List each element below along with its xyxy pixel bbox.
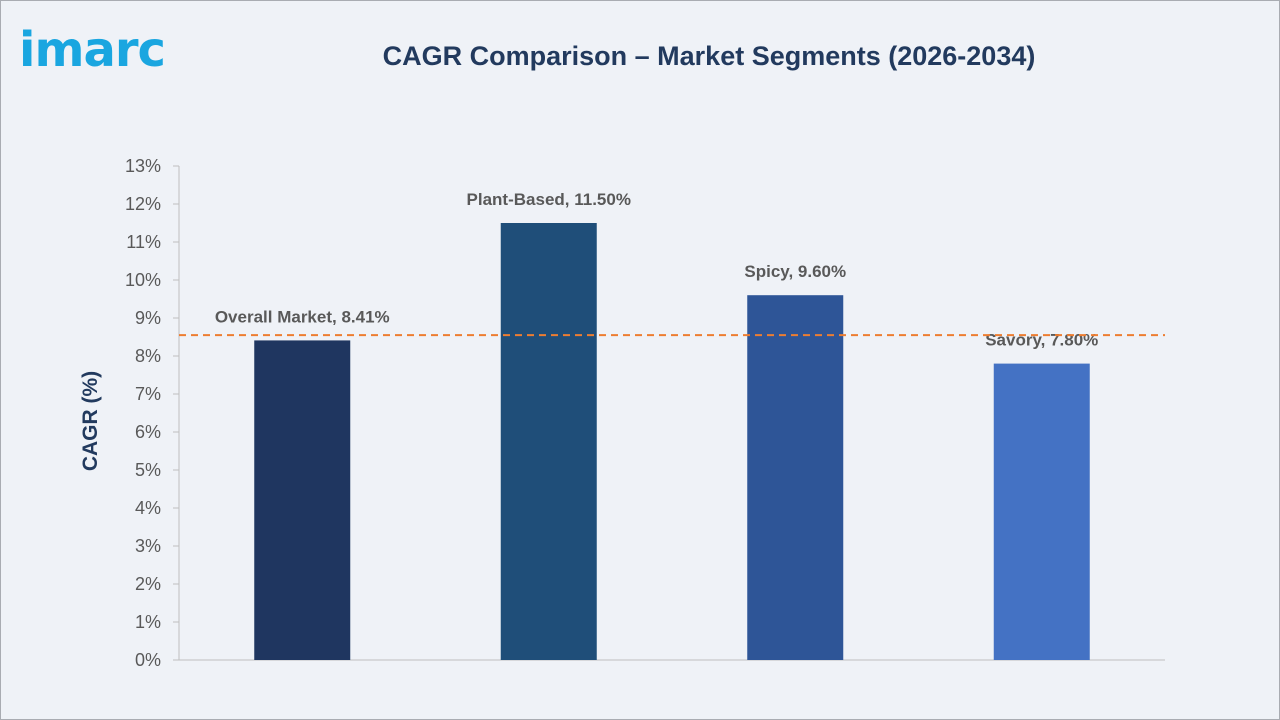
- data-label: Overall Market, 8.41%: [215, 307, 390, 326]
- y-tick-label: 13%: [125, 156, 161, 176]
- bar: [993, 363, 1090, 660]
- data-label: Plant-Based, 11.50%: [467, 190, 631, 209]
- imarc-logo: imarc: [19, 15, 209, 85]
- y-tick-label: 5%: [135, 460, 161, 480]
- bar: [500, 223, 597, 660]
- data-label: Spicy, 9.60%: [744, 262, 846, 281]
- y-tick-label: 2%: [135, 574, 161, 594]
- y-tick-label: 8%: [135, 346, 161, 366]
- y-tick-label: 4%: [135, 498, 161, 518]
- y-tick-label: 1%: [135, 612, 161, 632]
- y-axis-label: CAGR (%): [79, 371, 102, 471]
- y-tick-label: 11%: [126, 232, 161, 252]
- bar: [747, 295, 844, 660]
- y-tick-label: 6%: [135, 422, 161, 442]
- chart-title: CAGR Comparison – Market Segments (2026-…: [382, 41, 1036, 71]
- y-tick-label: 9%: [135, 308, 161, 328]
- logo-text: imarc: [19, 22, 166, 78]
- y-tick-label: 3%: [135, 536, 161, 556]
- data-label: Savory, 7.80%: [985, 331, 1098, 350]
- y-tick-label: 10%: [125, 270, 161, 290]
- y-tick-label: 0%: [135, 650, 161, 670]
- y-tick-label: 12%: [125, 194, 161, 214]
- y-tick-label: 7%: [135, 384, 161, 404]
- bar: [254, 340, 351, 660]
